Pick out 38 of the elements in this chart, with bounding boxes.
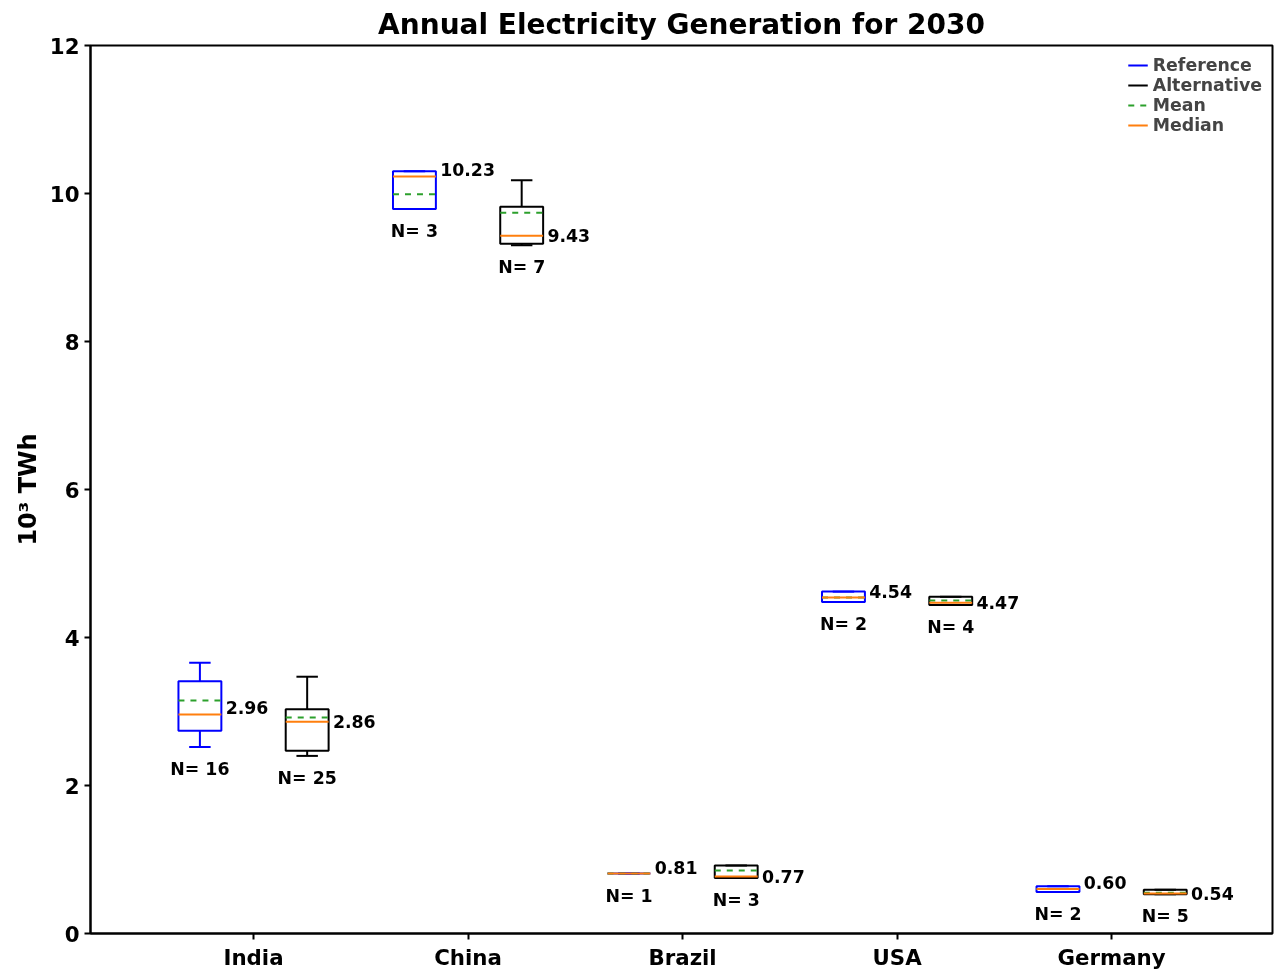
text: 2.96	[225, 698, 269, 719]
text: 4.54	[869, 581, 912, 602]
text: 0.60	[1083, 873, 1127, 894]
y-tick-label: 4	[64, 625, 80, 651]
annotation: N= 7	[498, 257, 546, 278]
annotation: N= 5	[1141, 906, 1189, 927]
text: 0.81	[654, 857, 698, 878]
y-tick-label: 2	[64, 773, 80, 799]
annotation: N= 2	[1034, 904, 1082, 925]
annotation: N= 2	[819, 613, 868, 634]
legend-label: Reference	[1152, 55, 1252, 75]
chart-title: Annual Electricity Generation for 2030	[378, 7, 985, 41]
y-tick-label: 0	[64, 921, 80, 947]
y-axis-title: 10³ TWh	[13, 433, 42, 546]
annotation: N= 16	[170, 759, 230, 780]
y-tick-label: 6	[64, 477, 80, 503]
x-tick-label: USA	[872, 944, 923, 970]
annotation: N= 3	[712, 890, 760, 910]
text: 2.86	[332, 712, 376, 733]
text: 9.43	[547, 226, 591, 247]
x-tick-label: Germany	[1057, 944, 1166, 970]
text: 4.47	[976, 593, 1020, 614]
annotation: N= 4	[927, 616, 975, 637]
x-tick-label: China	[434, 944, 502, 970]
x-tick-label: India	[223, 944, 284, 970]
annotation: N= 1	[605, 885, 653, 906]
text: 0.54	[1190, 884, 1234, 905]
annotation: N= 3	[390, 221, 438, 242]
legend-label: Mean	[1152, 95, 1206, 115]
legend-label: Median	[1152, 115, 1225, 135]
text: 10.23	[440, 160, 495, 181]
y-tick-label: 8	[64, 329, 80, 355]
legend-label: Alternative	[1152, 75, 1262, 95]
annotation: N= 25	[277, 767, 337, 788]
text: 0.77	[761, 867, 805, 888]
y-tick-label: 12	[49, 33, 80, 59]
x-tick-label: Brazil	[648, 944, 717, 970]
y-tick-label: 10	[49, 181, 80, 207]
